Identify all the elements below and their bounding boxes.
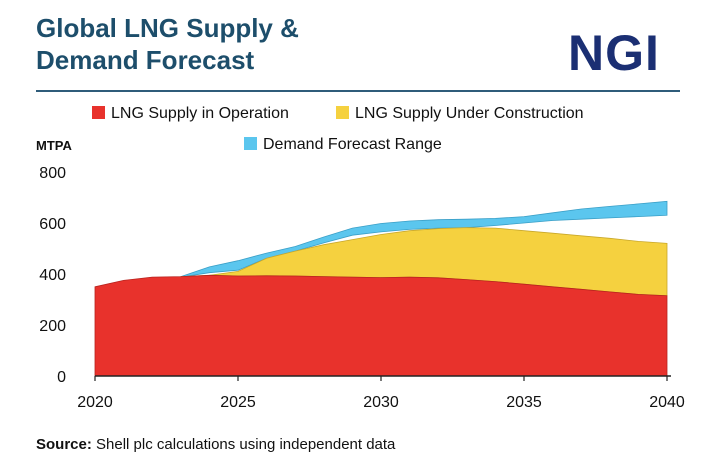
header-divider (36, 90, 680, 92)
x-tick-label-2025: 2025 (220, 394, 256, 411)
demand-forecast-area (180, 200, 668, 278)
legend-label-0: LNG Supply in Operation (111, 105, 289, 122)
title-line-2: Demand Forecast (36, 45, 255, 75)
y-tick-label-200: 200 (39, 318, 66, 335)
title-line-1: Global LNG Supply & (36, 13, 299, 43)
x-tick-label-2030: 2030 (363, 394, 399, 411)
legend-label-1: LNG Supply Under Construction (355, 105, 584, 122)
supply-operation-area (94, 274, 668, 377)
legend-swatch-1 (336, 106, 349, 119)
source-text: Shell plc calculations using independent… (91, 436, 396, 453)
source-note: Source: Shell plc calculations using ind… (36, 436, 395, 453)
y-tick-label-600: 600 (39, 216, 66, 233)
legend-swatch-0 (92, 106, 105, 119)
legend-swatch-2 (244, 137, 257, 150)
chart-title: Global LNG Supply & Demand Forecast (36, 12, 299, 76)
legend-label-2: Demand Forecast Range (263, 136, 442, 153)
y-tick-label-0: 0 (57, 369, 66, 386)
source-label: Source: (36, 436, 92, 453)
y-tick-label-800: 800 (39, 165, 66, 182)
x-tick-label-2020: 2020 (77, 394, 113, 411)
y-axis-label: MTPA (36, 138, 72, 153)
ngi-logo: NGI (568, 25, 660, 81)
y-tick-label-400: 400 (39, 267, 66, 284)
x-tick-label-2040: 2040 (649, 394, 685, 411)
x-tick-label-2035: 2035 (506, 394, 542, 411)
